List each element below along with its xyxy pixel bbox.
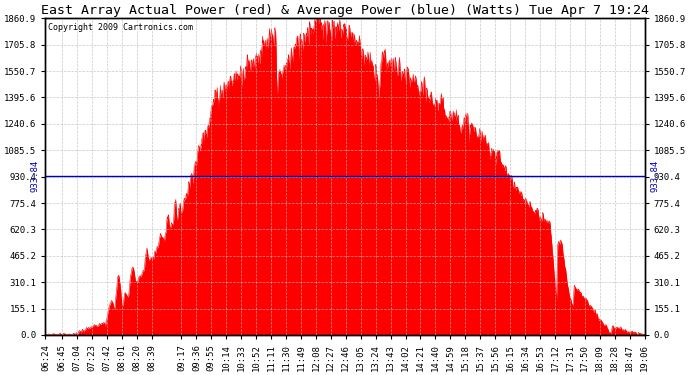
Text: Copyright 2009 Cartronics.com: Copyright 2009 Cartronics.com xyxy=(48,23,193,32)
Text: 933.84: 933.84 xyxy=(30,160,39,192)
Title: East Array Actual Power (red) & Average Power (blue) (Watts) Tue Apr 7 19:24: East Array Actual Power (red) & Average … xyxy=(41,4,649,17)
Text: 933.84: 933.84 xyxy=(651,160,660,192)
